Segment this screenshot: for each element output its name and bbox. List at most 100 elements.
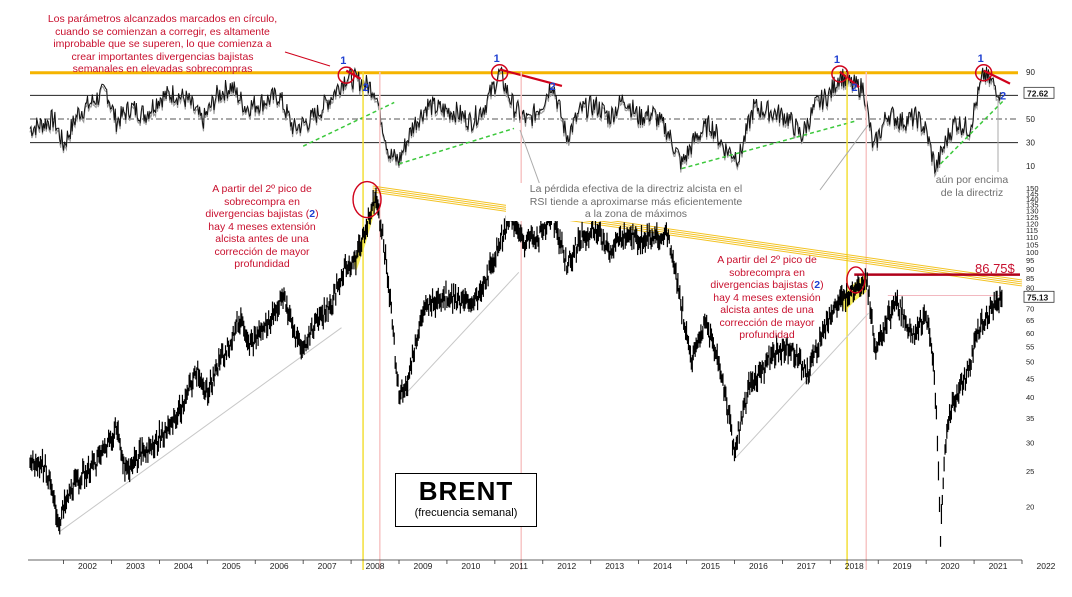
x-tick-label-2020: 2020	[941, 561, 960, 571]
annotation-center-line-2: RSI tiende a aproximarse más eficienteme…	[529, 195, 743, 208]
annotation-mid-left-line-3: divergencias bajistas (2)	[192, 208, 332, 221]
price-ytick-100: 100	[1026, 248, 1039, 257]
annotation-mid-right-line-5: alcista antes de una	[720, 304, 814, 316]
price-current-value: 75.13	[1027, 292, 1049, 302]
x-tick-label-2004: 2004	[174, 561, 193, 571]
price-bars	[29, 187, 1003, 547]
annotation-right: aún por encima de la directriz	[922, 174, 1022, 199]
price-ytick-130: 130	[1026, 207, 1039, 216]
price-resistance-channel-4	[372, 191, 1023, 287]
rsi-trendline-3	[681, 120, 855, 170]
annotation-mid-left-line-7: profundidad	[234, 258, 290, 270]
price-ytick-35: 35	[1026, 414, 1034, 423]
peak-markers: 1 2 1 2 1 2 1 2	[284, 51, 1006, 191]
annotation-mid-left-text-a: divergencias bajistas (	[205, 208, 310, 220]
rsi-peak-label: 2	[851, 82, 857, 94]
price-ytick-65: 65	[1026, 316, 1034, 325]
price-current-tag	[1023, 290, 1055, 303]
price-ytick-85: 85	[1026, 274, 1034, 283]
x-tick-label-2022: 2022	[1037, 561, 1056, 571]
annotation-mid-right-line-4: hay 4 meses extensión	[713, 291, 821, 304]
rsi-divergence-line-3	[839, 70, 860, 88]
rsi-divergence-line-2	[499, 68, 563, 88]
price-ytick-50: 50	[1026, 358, 1034, 367]
price-resistance-channel-1	[372, 185, 1023, 281]
annotation-mid-left-line-1: A partir del 2º pico de	[212, 183, 312, 195]
rsi-trendline-4	[940, 100, 1004, 165]
title-box: BRENT (frecuencia semanal)	[395, 473, 537, 527]
price-ytick-125: 125	[1026, 213, 1039, 222]
x-tick-label-2011: 2011	[510, 561, 529, 571]
annotation-top-left-line-2: cuando se comienzan a corregir, es altam…	[55, 25, 270, 38]
rsi-ytick-30: 30	[1026, 139, 1035, 148]
annotation-mid-left-number: 2	[309, 208, 316, 220]
rsi-trendline-2	[398, 127, 515, 165]
rsi-peak-label: 1	[340, 55, 346, 67]
x-tick-label-2008: 2008	[366, 561, 385, 571]
rsi-current-tag	[1023, 86, 1055, 99]
axes: 103050709072.622025303540455055606570758…	[28, 68, 1056, 571]
rsi-peak-circle	[337, 66, 356, 84]
price-ytick-20: 20	[1026, 503, 1034, 512]
price-ytick-40: 40	[1026, 393, 1034, 402]
annotation-top-left-line-4: crear importantes divergencias bajistas	[71, 50, 254, 63]
x-tick-label-2021: 2021	[989, 561, 1008, 571]
annotation-mid-right-line-7: profundidad	[739, 329, 795, 341]
price-ytick-45: 45	[1026, 374, 1034, 383]
annotation-mid-left-line-4: hay 4 meses extensión	[208, 220, 316, 233]
price-ytick-135: 135	[1026, 201, 1039, 210]
x-tick-label-2007: 2007	[318, 561, 337, 571]
chart-subtitle: (frecuencia semanal)	[414, 507, 518, 519]
rsi-trendline-1	[302, 101, 395, 147]
annotation-mid-right-text-b: )	[820, 279, 824, 291]
price-peak-circle-1	[352, 180, 382, 219]
annotation-mid-right-line-6: corrección de mayor	[719, 316, 815, 329]
price-ytick-110: 110	[1026, 233, 1038, 242]
rsi-line	[29, 66, 1001, 175]
price-ytick-120: 120	[1026, 219, 1039, 228]
rsi-current-value: 72.62	[1027, 88, 1049, 98]
price-ytick-25: 25	[1026, 467, 1034, 476]
x-tick-label-2003: 2003	[126, 561, 145, 571]
price-trendline-1	[58, 327, 342, 533]
x-tick-label-2002: 2002	[78, 561, 97, 571]
price-ytick-55: 55	[1026, 343, 1034, 352]
rsi-peak-label: 1	[494, 53, 500, 65]
price-trendline-2	[398, 271, 520, 402]
rsi-divergence-line-4	[983, 69, 1011, 85]
annotation-mid-left: A partir del 2º pico de sobrecompra en d…	[192, 183, 332, 271]
price-target-label: 86,75$	[975, 261, 1015, 276]
rsi-peak-circle	[831, 65, 849, 83]
x-tick-label-2010: 2010	[461, 561, 480, 571]
price-peak-circle-2	[846, 266, 866, 294]
price-ytick-140: 140	[1026, 195, 1039, 204]
x-tick-label-2014: 2014	[653, 561, 672, 571]
x-tick-label-2016: 2016	[749, 561, 768, 571]
annotation-center: La pérdida efectiva de la directriz alci…	[506, 183, 766, 221]
rsi-peak-label: 2	[363, 82, 369, 94]
annotation-mid-right-line-2: sobrecompra en	[729, 266, 805, 279]
price-panel	[29, 72, 1023, 570]
x-tick-label-2009: 2009	[414, 561, 433, 571]
rsi-ytick-50: 50	[1026, 115, 1035, 124]
x-tick-label-2013: 2013	[605, 561, 624, 571]
annotation-center-line-3: a la zona de máximos	[584, 208, 688, 220]
arrow-center-right	[819, 124, 869, 191]
x-tick-label-2006: 2006	[270, 561, 289, 571]
price-ytick-80: 80	[1026, 283, 1034, 292]
price-ytick-60: 60	[1026, 329, 1034, 338]
price-ytick-30: 30	[1026, 438, 1034, 447]
annotation-right-line-1: aún por encima	[935, 174, 1009, 186]
rsi-peak-circle	[974, 64, 993, 82]
x-tick-label-2019: 2019	[893, 561, 912, 571]
annotation-right-line-2: de la directriz	[940, 186, 1004, 199]
rsi-peak-circle	[490, 64, 509, 82]
annotation-mid-left-line-6: corrección de mayor	[214, 245, 310, 258]
price-trendline-3	[734, 312, 870, 460]
rsi-ytick-90: 90	[1026, 68, 1035, 77]
rsi-ytick-10: 10	[1026, 162, 1035, 171]
price-resistance-channel-3	[372, 189, 1023, 285]
arrow-center-left	[519, 129, 541, 186]
price-ytick-115: 115	[1026, 226, 1038, 235]
price-ytick-90: 90	[1026, 265, 1034, 274]
